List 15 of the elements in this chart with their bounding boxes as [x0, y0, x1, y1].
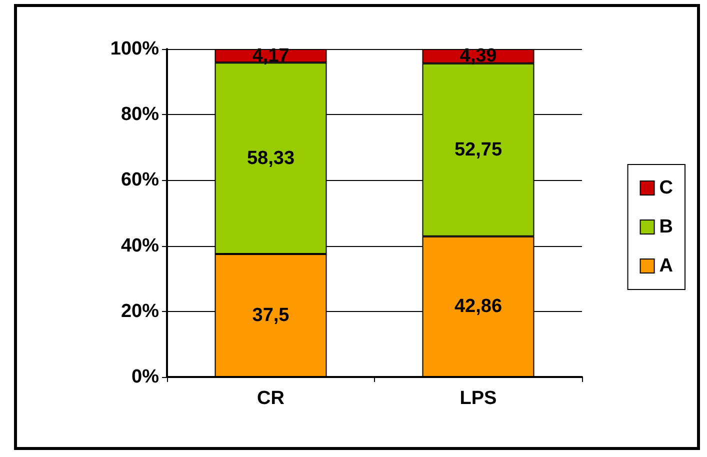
data-label: 37,5: [252, 305, 290, 326]
data-label: 42,86: [454, 296, 502, 318]
y-tick-label: 20%: [120, 300, 160, 322]
legend-label: B: [659, 216, 674, 238]
y-tick-label: 100%: [110, 38, 160, 60]
y-tick-label: 0%: [132, 366, 160, 388]
x-tick-label: LPS: [460, 388, 497, 409]
y-tick-label: 80%: [120, 104, 160, 126]
y-tick-label: 60%: [120, 170, 160, 191]
data-label: 52,75: [454, 139, 502, 160]
data-label: 58,33: [246, 148, 295, 169]
y-tick-label: 40%: [120, 235, 160, 256]
legend-label: C: [659, 178, 674, 198]
legend-label: A: [659, 256, 674, 276]
x-tick-label: CR: [257, 388, 285, 409]
